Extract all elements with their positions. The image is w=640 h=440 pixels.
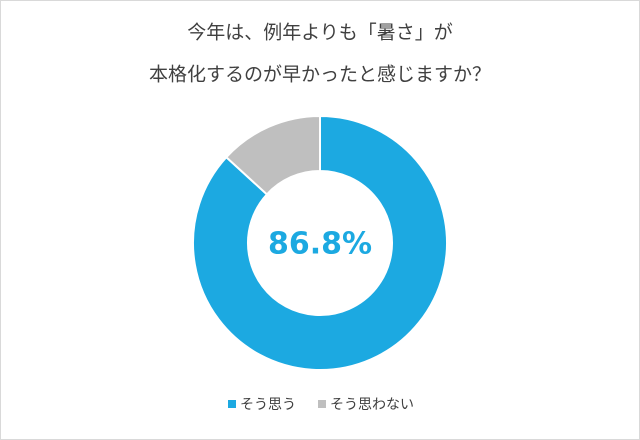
- donut-slice: [192, 114, 448, 371]
- chart-title: 本格化するのが早かったと感じますか？: [149, 64, 491, 86]
- chart-title: 今年は、例年よりも「暑さ」が: [187, 22, 453, 44]
- center-label: 86.8%: [268, 227, 372, 262]
- legend-swatch: [318, 400, 326, 408]
- legend-label: そう思う: [240, 397, 296, 413]
- donut-slice: [224, 114, 321, 196]
- legend-swatch: [228, 400, 236, 408]
- legend-label: そう思わない: [330, 397, 414, 413]
